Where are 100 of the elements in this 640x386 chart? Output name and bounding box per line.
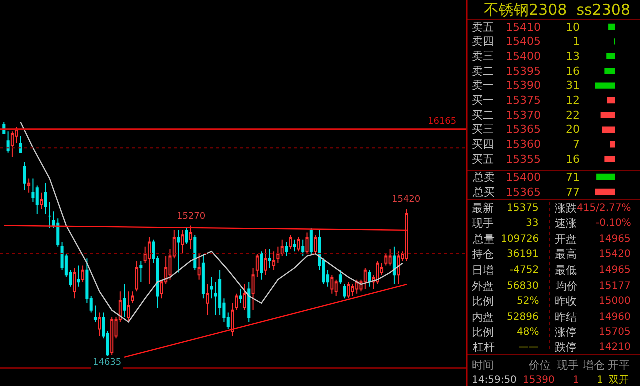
bar (607, 97, 615, 104)
data-label: 7 (573, 138, 580, 151)
candlestick (140, 260, 143, 283)
text: 36191 (507, 249, 539, 260)
candlestick (243, 284, 246, 311)
bar (606, 53, 615, 60)
candlestick (384, 253, 388, 266)
candlestick (10, 131, 14, 158)
data-label: 1 (573, 35, 580, 48)
text: 卖一 (472, 79, 494, 92)
candlestick (302, 239, 305, 257)
candlestick (347, 282, 350, 300)
text: 昨收 (555, 295, 577, 308)
annotation: 15420 (392, 195, 421, 205)
candlestick (388, 248, 392, 266)
candlestick (48, 202, 52, 229)
text: 415/2.77% (577, 203, 632, 214)
candlestick (235, 293, 238, 311)
text: 1 (573, 375, 580, 386)
text: 109726 (501, 234, 540, 245)
candlestick (376, 260, 380, 286)
text: 14:59:50 (472, 375, 517, 386)
text: 昨结 (555, 311, 577, 324)
y-tick-label: 15400 (506, 171, 541, 184)
data-label: 22 (566, 109, 580, 122)
text: —— (519, 342, 539, 353)
candlestick (260, 251, 264, 280)
candlestick (268, 248, 272, 269)
y-tick-label: 15395 (506, 65, 541, 78)
candlestick (351, 284, 354, 297)
candlestick (338, 270, 342, 286)
candlestick (19, 136, 22, 154)
annotation: 15270 (177, 212, 206, 222)
annotation: 14635 (93, 358, 122, 368)
text: 价位 (528, 359, 551, 372)
candlestick (364, 268, 367, 290)
candlestick (198, 253, 201, 280)
candlestick (368, 270, 372, 288)
candlestick (252, 268, 255, 311)
text: 不锈钢2308 ss2308 (484, 1, 631, 19)
text: 跌停 (555, 341, 577, 354)
data-label: 77 (566, 186, 580, 199)
text: 双开 (609, 375, 629, 386)
candlestick (256, 253, 259, 278)
candlestick (206, 284, 210, 316)
text: 16165 (428, 117, 457, 127)
text: 涨跌 (555, 202, 577, 215)
candlestick (123, 284, 126, 318)
candlestick (94, 305, 98, 323)
text: 总量 (472, 233, 495, 246)
text: 内盘 (472, 311, 494, 324)
candlestick (397, 251, 400, 286)
text: 比例 (472, 326, 494, 339)
candlestick (284, 242, 288, 257)
data-label: 12 (566, 94, 580, 107)
y-tick-label: 15365 (506, 123, 541, 136)
text: 现手 (557, 359, 579, 372)
text: 14960 (599, 312, 631, 323)
text: 持仓 (472, 248, 494, 261)
text: 15177 (599, 281, 631, 292)
candlestick (194, 234, 197, 271)
candlestick (148, 237, 151, 286)
data-label: 16 (566, 153, 580, 166)
candlestick (23, 162, 26, 191)
candlestick (189, 225, 193, 250)
y-tick-label: 15390 (506, 79, 541, 92)
bar (600, 112, 615, 118)
text: 外盘 (472, 280, 494, 293)
data-label: 10 (566, 21, 580, 34)
candlestick (297, 237, 300, 252)
text: 卖二 (472, 65, 494, 78)
candlestick (356, 279, 359, 294)
candlestick (248, 282, 251, 323)
candlestick (293, 239, 296, 252)
data-label: 16 (566, 65, 580, 78)
text: 日增 (472, 264, 494, 277)
text: 开平 (608, 359, 630, 372)
text: 14965 (599, 234, 631, 245)
bar (608, 24, 615, 30)
bar (604, 156, 615, 162)
text: 15390 (523, 375, 555, 386)
y-tick-label: 15405 (506, 35, 541, 48)
text: 最低 (555, 264, 577, 277)
data-label: 31 (566, 79, 580, 92)
text: 最新 (472, 202, 494, 215)
text: 速涨 (555, 217, 577, 230)
text: 52% (517, 296, 540, 307)
text: 买五 (472, 153, 494, 166)
candlestick (310, 228, 313, 254)
text: 杠杆 (472, 341, 495, 354)
candlestick (231, 302, 234, 337)
candlestick (98, 312, 102, 337)
text: 买三 (472, 123, 494, 136)
data-label: 71 (566, 171, 580, 184)
text: 14210 (599, 342, 631, 353)
y-tick-label: 15410 (506, 21, 541, 34)
text: 总买 (472, 186, 495, 199)
candlestick (77, 265, 80, 288)
candlestick (202, 253, 205, 300)
candlestick (177, 230, 180, 274)
